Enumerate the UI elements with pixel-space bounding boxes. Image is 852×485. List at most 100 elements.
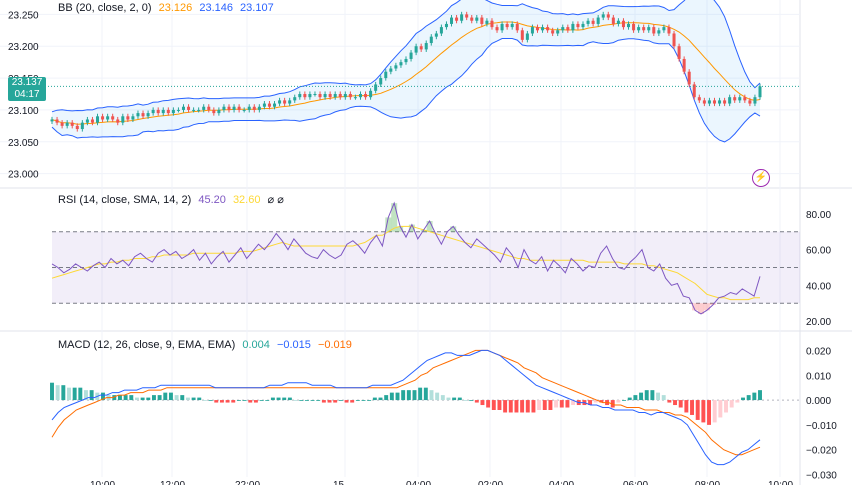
- candle-body: [409, 52, 413, 59]
- macd-histogram-bar: [174, 395, 179, 401]
- candle-body: [642, 27, 646, 31]
- candle-body: [541, 27, 545, 31]
- candle-body: [485, 20, 489, 24]
- macd-histogram-bar: [497, 400, 502, 410]
- candle-body: [515, 23, 519, 31]
- candle-body: [353, 97, 357, 99]
- macd-histogram-bar: [112, 395, 117, 401]
- candle-body: [586, 20, 590, 24]
- macd-histogram-bar: [639, 392, 644, 401]
- macd-signal-line: [51, 349, 761, 456]
- macd-tick-label: 0.000: [806, 396, 831, 407]
- candle-body: [343, 94, 347, 98]
- macd-histogram-bar: [656, 392, 661, 401]
- macd-histogram-bar: [101, 392, 105, 401]
- candle-body: [616, 20, 620, 24]
- macd-histogram-bar: [55, 385, 60, 401]
- macd-histogram-bar: [72, 387, 77, 401]
- candle-body: [753, 97, 757, 104]
- candle-body: [672, 33, 676, 47]
- candle-body: [151, 109, 155, 114]
- candle-body: [505, 23, 509, 28]
- macd-histogram-bar: [350, 400, 355, 403]
- macd-histogram-bar: [571, 400, 576, 406]
- candle-body: [510, 23, 514, 28]
- macd-histogram-bar: [712, 400, 717, 423]
- candle-body: [75, 125, 79, 130]
- candle-body: [374, 84, 378, 91]
- macd-tick-label: 0.020: [806, 346, 831, 357]
- candle-body: [718, 100, 722, 104]
- macd-histogram-bar: [480, 400, 485, 406]
- macd-histogram-bar: [514, 400, 519, 413]
- candle-body: [50, 119, 54, 122]
- rsi-value: 45.20: [198, 194, 226, 206]
- candle-body: [171, 109, 175, 114]
- current-price: 23.137: [11, 77, 43, 88]
- candle-body: [298, 94, 302, 98]
- macd-histogram-bar: [265, 400, 270, 401]
- candle-body: [500, 23, 504, 31]
- macd-histogram-bar: [89, 390, 94, 401]
- candle-body: [55, 119, 59, 123]
- macd-histogram-bar: [67, 387, 71, 401]
- macd-histogram-bar: [50, 382, 54, 401]
- candle-body: [166, 109, 170, 114]
- candle-body: [475, 17, 479, 21]
- macd-histogram-bar: [474, 400, 479, 403]
- candle-body: [80, 122, 84, 130]
- candle-body: [313, 94, 317, 95]
- candle-body: [637, 27, 641, 31]
- rsi-ma-value: 32.60: [232, 194, 261, 206]
- current-price-tag: 23.137 04:17: [8, 77, 46, 101]
- candle-body: [657, 30, 661, 34]
- candle-body: [126, 116, 130, 120]
- macd-histogram-bar: [219, 400, 224, 403]
- macd-histogram-bar: [491, 400, 496, 410]
- macd-histogram-bar: [367, 400, 372, 401]
- macd-histogram-bar: [287, 397, 292, 401]
- macd-histogram-bar: [168, 392, 173, 401]
- macd-histogram-bar: [134, 397, 139, 401]
- candle-body: [389, 68, 393, 72]
- candle-body: [338, 94, 342, 98]
- candle-body: [257, 106, 261, 110]
- rsi-line: [51, 201, 761, 315]
- macd-histogram-bar: [310, 400, 315, 401]
- macd-histogram-bar: [695, 400, 700, 420]
- candle-body: [328, 94, 332, 98]
- candle-body: [581, 23, 585, 28]
- candle-body: [697, 97, 701, 101]
- macd-histogram-bar: [259, 400, 264, 401]
- candle-body: [384, 71, 388, 79]
- macd-histogram-bar: [729, 400, 734, 408]
- candle-body: [424, 43, 428, 50]
- candle-body: [495, 27, 499, 31]
- candle-body: [576, 23, 580, 28]
- macd-histogram-bar: [355, 400, 360, 401]
- macd-histogram-bar: [423, 387, 428, 401]
- candle-body: [348, 94, 352, 98]
- macd-histogram-bar: [440, 395, 445, 401]
- macd-histogram-bar: [293, 400, 298, 401]
- macd-histogram-bar: [321, 400, 326, 403]
- macd-histogram-bar: [384, 395, 389, 401]
- macd-histogram-bar: [231, 400, 236, 403]
- macd-histogram-bar: [554, 400, 559, 408]
- candle-body: [262, 103, 266, 107]
- candle-body: [293, 97, 297, 101]
- macd-histogram-bar: [446, 397, 451, 401]
- candle-body: [288, 100, 292, 104]
- candle-body: [429, 36, 433, 44]
- macd-histogram-bar: [225, 400, 230, 403]
- bb-upper-value: 23.146: [199, 2, 233, 14]
- macd-histogram-bar: [372, 397, 377, 401]
- candle-body: [70, 122, 74, 126]
- macd-histogram-bar: [542, 400, 547, 410]
- macd-legend: MACD (12, 26, close, 9, EMA, EMA) 0.004 …: [58, 339, 356, 351]
- macd-histogram-bar: [270, 397, 275, 401]
- lightning-icon[interactable]: ⚡: [752, 169, 770, 187]
- macd-histogram-bar: [503, 400, 508, 413]
- candle-body: [308, 94, 312, 98]
